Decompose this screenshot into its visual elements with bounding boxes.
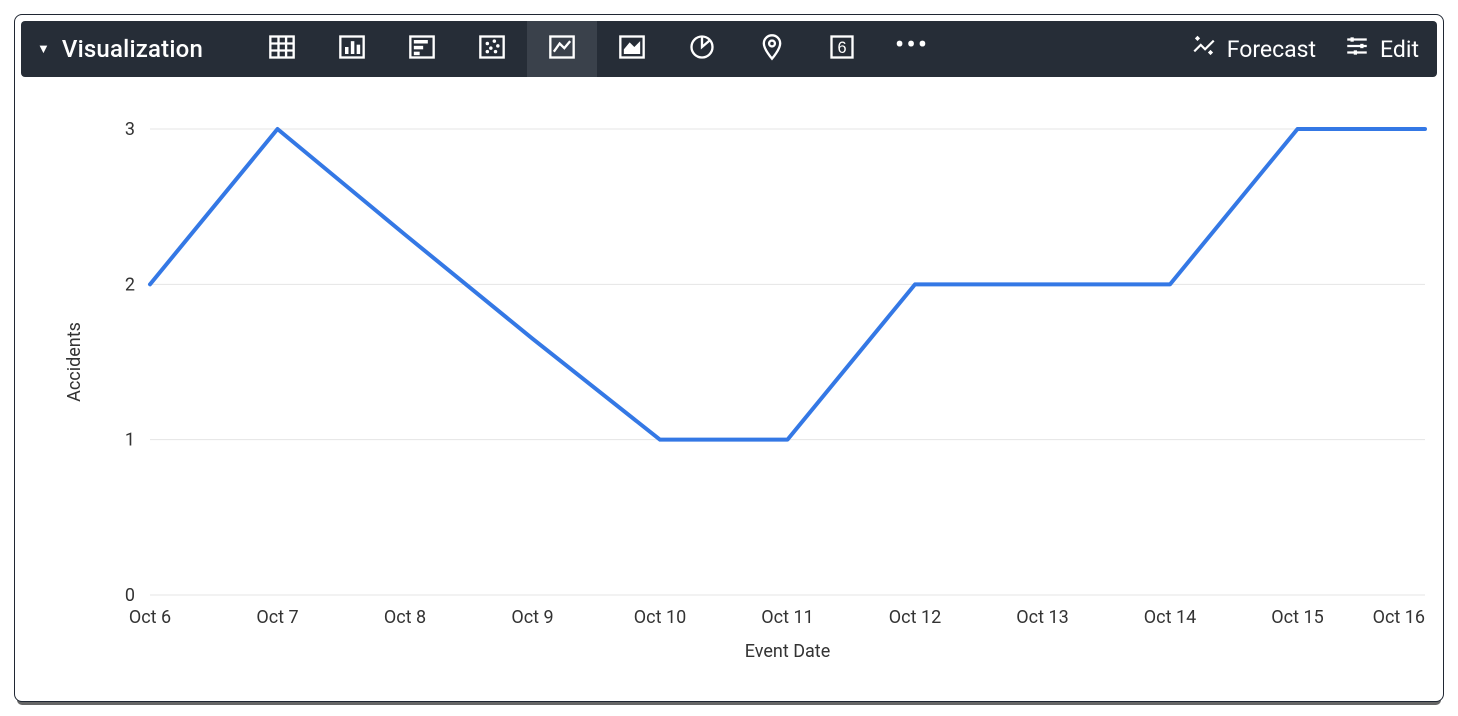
chart-type-area[interactable] [597,21,667,77]
bar-icon [408,33,436,65]
x-tick-label: Oct 9 [511,607,553,628]
column-icon [338,33,366,65]
more-icon: ••• [895,45,929,53]
forecast-button[interactable]: Forecast [1191,33,1316,65]
edit-label: Edit [1380,36,1419,63]
line-chart: 0 1 2 3 Oct 6 Oct 7 Oct 8 Oct 9 Oct 10 Oct 11 Oct … [25,85,1433,691]
y-tick-label: 0 [125,585,135,606]
x-tick-label: Oct 11 [761,607,813,628]
single-value-icon: 6 [828,33,856,65]
x-tick-label: Oct 12 [889,607,941,628]
line-icon [548,33,576,65]
chart-area: 0 1 2 3 Oct 6 Oct 7 Oct 8 Oct 9 Oct 10 Oct 11 Oct … [25,85,1433,691]
chart-type-line[interactable] [527,21,597,77]
pie-icon [688,33,716,65]
y-tick-label: 2 [125,274,135,295]
x-tick-label: Oct 16 [1373,607,1425,628]
y-tick-label: 1 [125,430,135,451]
chart-type-pie[interactable] [667,21,737,77]
chart-type-icons: 6 ••• [247,21,947,77]
forecast-icon [1191,33,1217,65]
visualization-panel: ▼ Visualization [14,14,1444,702]
chart-type-table[interactable] [247,21,317,77]
y-axis-label: Accidents [64,322,85,402]
x-tick-label: Oct 8 [384,607,426,628]
edit-button[interactable]: Edit [1344,33,1419,65]
toolbar-actions: Forecast Edit [1191,21,1437,77]
x-tick-label: Oct 13 [1016,607,1068,628]
forecast-label: Forecast [1227,36,1316,63]
x-tick-label: Oct 14 [1144,607,1196,628]
x-tick-label: Oct 15 [1271,607,1323,628]
table-icon [268,33,296,65]
y-tick-label: 3 [125,119,135,140]
x-tick-label: Oct 6 [129,607,171,628]
chart-type-scatter[interactable] [457,21,527,77]
x-tick-label: Oct 7 [256,607,298,628]
chart-type-column[interactable] [317,21,387,77]
visualization-toolbar: ▼ Visualization [21,21,1437,77]
chart-type-single-value[interactable]: 6 [807,21,877,77]
chart-type-map[interactable] [737,21,807,77]
caret-down-icon: ▼ [37,41,50,57]
area-icon [618,33,646,65]
chart-type-bar[interactable] [387,21,457,77]
scatter-icon [478,33,506,65]
edit-icon [1344,33,1370,65]
chart-type-more[interactable]: ••• [877,21,947,77]
svg-text:6: 6 [838,39,847,57]
visualization-dropdown[interactable]: ▼ Visualization [21,21,217,77]
map-pin-icon [758,33,786,65]
visualization-title: Visualization [62,35,203,63]
x-tick-label: Oct 10 [634,607,686,628]
x-axis-label: Event Date [745,641,830,662]
